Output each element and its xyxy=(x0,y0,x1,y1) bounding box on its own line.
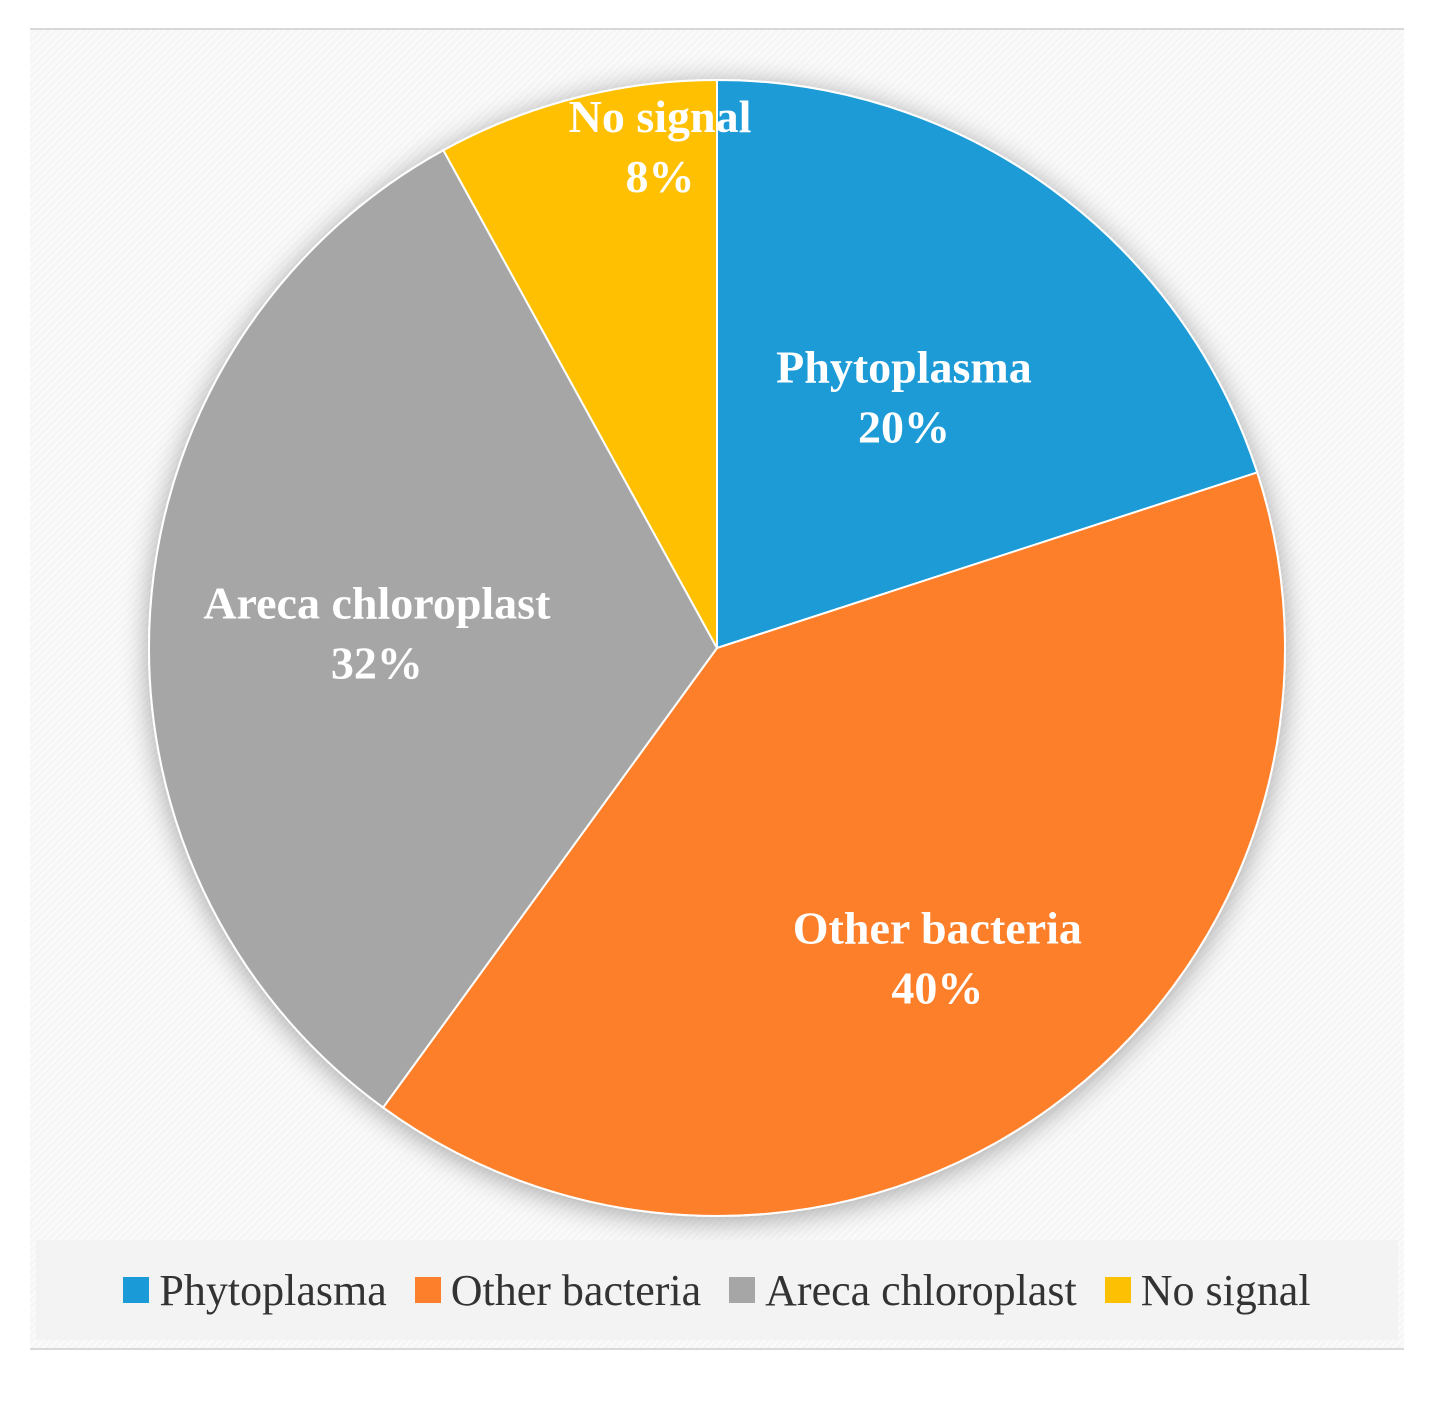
pie-slice-phytoplasma xyxy=(716,78,1259,650)
legend-swatch-no-signal xyxy=(1104,1277,1131,1303)
legend-item-phytoplasma: Phytoplasma xyxy=(123,1265,387,1316)
legend-swatch-phytoplasma xyxy=(123,1277,150,1303)
legend-swatch-other-bacteria xyxy=(414,1277,441,1303)
slice-value-areca-chloroplast: 32% xyxy=(331,638,423,689)
slice-label-areca-chloroplast: Areca chloroplast xyxy=(203,578,551,629)
legend-item-other-bacteria: Other bacteria xyxy=(414,1265,702,1316)
slice-value-other-bacteria: 40% xyxy=(891,962,983,1013)
legend-swatch-areca-chloroplast xyxy=(729,1277,756,1303)
legend-label-areca-chloroplast: Areca chloroplast xyxy=(765,1265,1077,1315)
slice-label-no-signal: No signal xyxy=(569,91,752,142)
pie-slice-other-bacteria xyxy=(381,471,1286,1217)
slice-label-other-bacteria: Other bacteria xyxy=(793,902,1082,953)
slice-value-no-signal: 8% xyxy=(626,151,695,202)
legend-item-no-signal: No signal xyxy=(1104,1265,1311,1316)
legend-item-areca-chloroplast: Areca chloroplast xyxy=(729,1265,1077,1316)
slice-value-phytoplasma: 20% xyxy=(858,402,950,453)
pie-slice-areca-chloroplast xyxy=(148,148,719,1109)
legend-label-no-signal: No signal xyxy=(1140,1265,1311,1315)
legend-label-phytoplasma: Phytoplasma xyxy=(159,1265,387,1315)
legend: Phytoplasma Other bacteria Areca chlorop… xyxy=(36,1240,1398,1340)
slice-label-phytoplasma: Phytoplasma xyxy=(776,342,1032,393)
legend-label-other-bacteria: Other bacteria xyxy=(450,1265,702,1315)
pie-slice-no-signal xyxy=(442,78,718,649)
